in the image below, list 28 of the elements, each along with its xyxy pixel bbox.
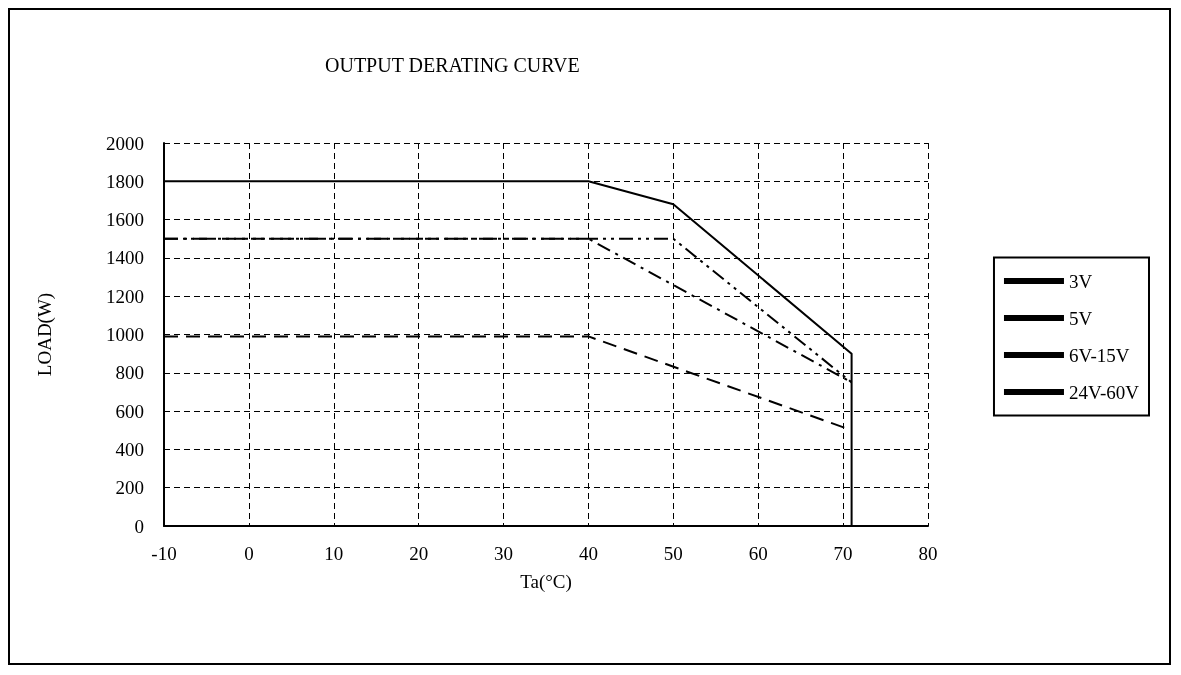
y-tick-label: 2000 — [106, 132, 144, 154]
chart-title: OUTPUT DERATING CURVE — [325, 54, 580, 76]
y-tick-label: 200 — [115, 477, 144, 499]
y-tick-label: 600 — [115, 400, 144, 422]
y-tick-label: 1000 — [106, 324, 144, 345]
x-axis-title: Ta(°C) — [520, 571, 572, 593]
legend-label: 6V-15V — [1068, 344, 1130, 366]
x-tick-label: 0 — [244, 543, 254, 564]
x-tick-label: 60 — [748, 543, 768, 564]
x-tick-label: 10 — [324, 543, 344, 564]
legend-label: 5V — [1068, 307, 1093, 329]
x-tick-label: 70 — [833, 543, 853, 564]
x-tick-label: 80 — [918, 543, 938, 564]
y-tick-label: 1600 — [106, 209, 144, 231]
y-tick-label: 400 — [115, 438, 144, 460]
x-tick-label: 30 — [494, 543, 514, 564]
y-axis-title: LOAD(W) — [34, 292, 56, 377]
y-tick-label: 1800 — [106, 170, 144, 192]
y-tick-label: 800 — [115, 362, 144, 384]
x-tick-label: 40 — [578, 543, 598, 564]
x-tick-label: 20 — [409, 543, 429, 564]
x-tick-label: 50 — [663, 543, 683, 564]
y-tick-label: 0 — [134, 515, 144, 537]
legend-label: 24V-60V — [1068, 381, 1140, 403]
y-tick-label: 1200 — [106, 285, 144, 307]
y-tick-label: 1400 — [106, 247, 144, 269]
legend-label: 3V — [1068, 270, 1093, 292]
x-tick-label: -10 — [151, 543, 177, 564]
